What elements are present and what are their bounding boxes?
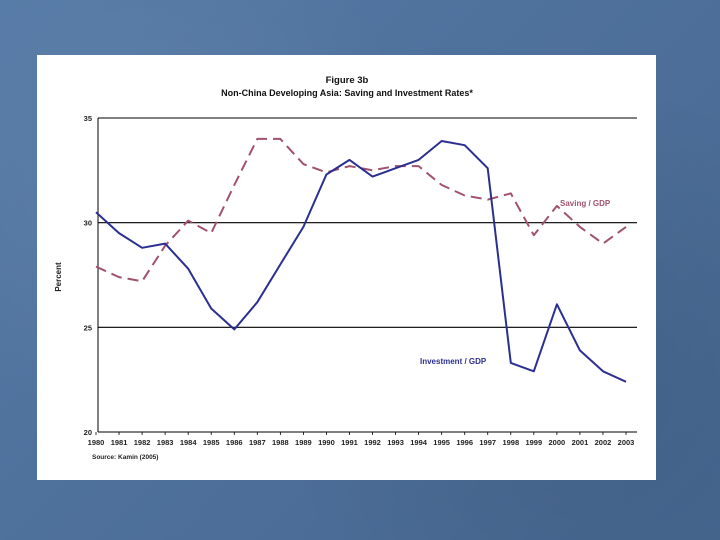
- x-tick-label: 1998: [502, 438, 519, 447]
- x-tick-label: 1991: [341, 438, 358, 447]
- x-tick-label: 2000: [549, 438, 566, 447]
- chart-panel: Figure 3b Non-China Developing Asia: Sav…: [37, 55, 656, 480]
- x-tick-label: 1997: [479, 438, 496, 447]
- y-tick-label: 20: [84, 428, 92, 437]
- investment-gdp-label: Investment / GDP: [420, 357, 487, 366]
- x-tick-label: 1983: [157, 438, 174, 447]
- x-tick-label: 1992: [364, 438, 381, 447]
- x-tick-label: 1990: [318, 438, 335, 447]
- chart-subtitle: Non-China Developing Asia: Saving and In…: [221, 88, 473, 98]
- y-axis-label: Percent: [54, 262, 63, 292]
- x-tick-label: 2002: [595, 438, 612, 447]
- x-tick-label: 1980: [88, 438, 105, 447]
- x-tick-label: 1987: [249, 438, 266, 447]
- y-tick-label: 35: [84, 114, 92, 123]
- x-tick-label: 1985: [203, 438, 220, 447]
- x-tick-label: 2001: [572, 438, 589, 447]
- x-tick-label: 1988: [272, 438, 289, 447]
- x-tick-label: 2003: [618, 438, 635, 447]
- line-chart: Figure 3b Non-China Developing Asia: Sav…: [54, 75, 637, 461]
- x-tick-label: 1981: [111, 438, 128, 447]
- x-tick-label: 1982: [134, 438, 151, 447]
- chart-title: Figure 3b: [326, 75, 369, 86]
- x-tick-label: 1986: [226, 438, 243, 447]
- x-tick-label: 1989: [295, 438, 312, 447]
- saving-gdp-label: Saving / GDP: [560, 199, 611, 208]
- x-tick-label: 1994: [410, 438, 428, 447]
- x-tick-label: 1993: [387, 438, 404, 447]
- x-tick-label: 1995: [433, 438, 450, 447]
- y-tick-label: 30: [84, 219, 92, 228]
- investment-gdp-line: [95, 140, 627, 383]
- x-tick-label: 1984: [180, 438, 198, 447]
- source-note: Source: Kamin (2005): [92, 454, 158, 461]
- x-tick-label: 1996: [456, 438, 473, 447]
- saving-gdp-line: [95, 137, 627, 283]
- y-tick-label: 25: [84, 323, 92, 332]
- x-tick-label: 1999: [525, 438, 542, 447]
